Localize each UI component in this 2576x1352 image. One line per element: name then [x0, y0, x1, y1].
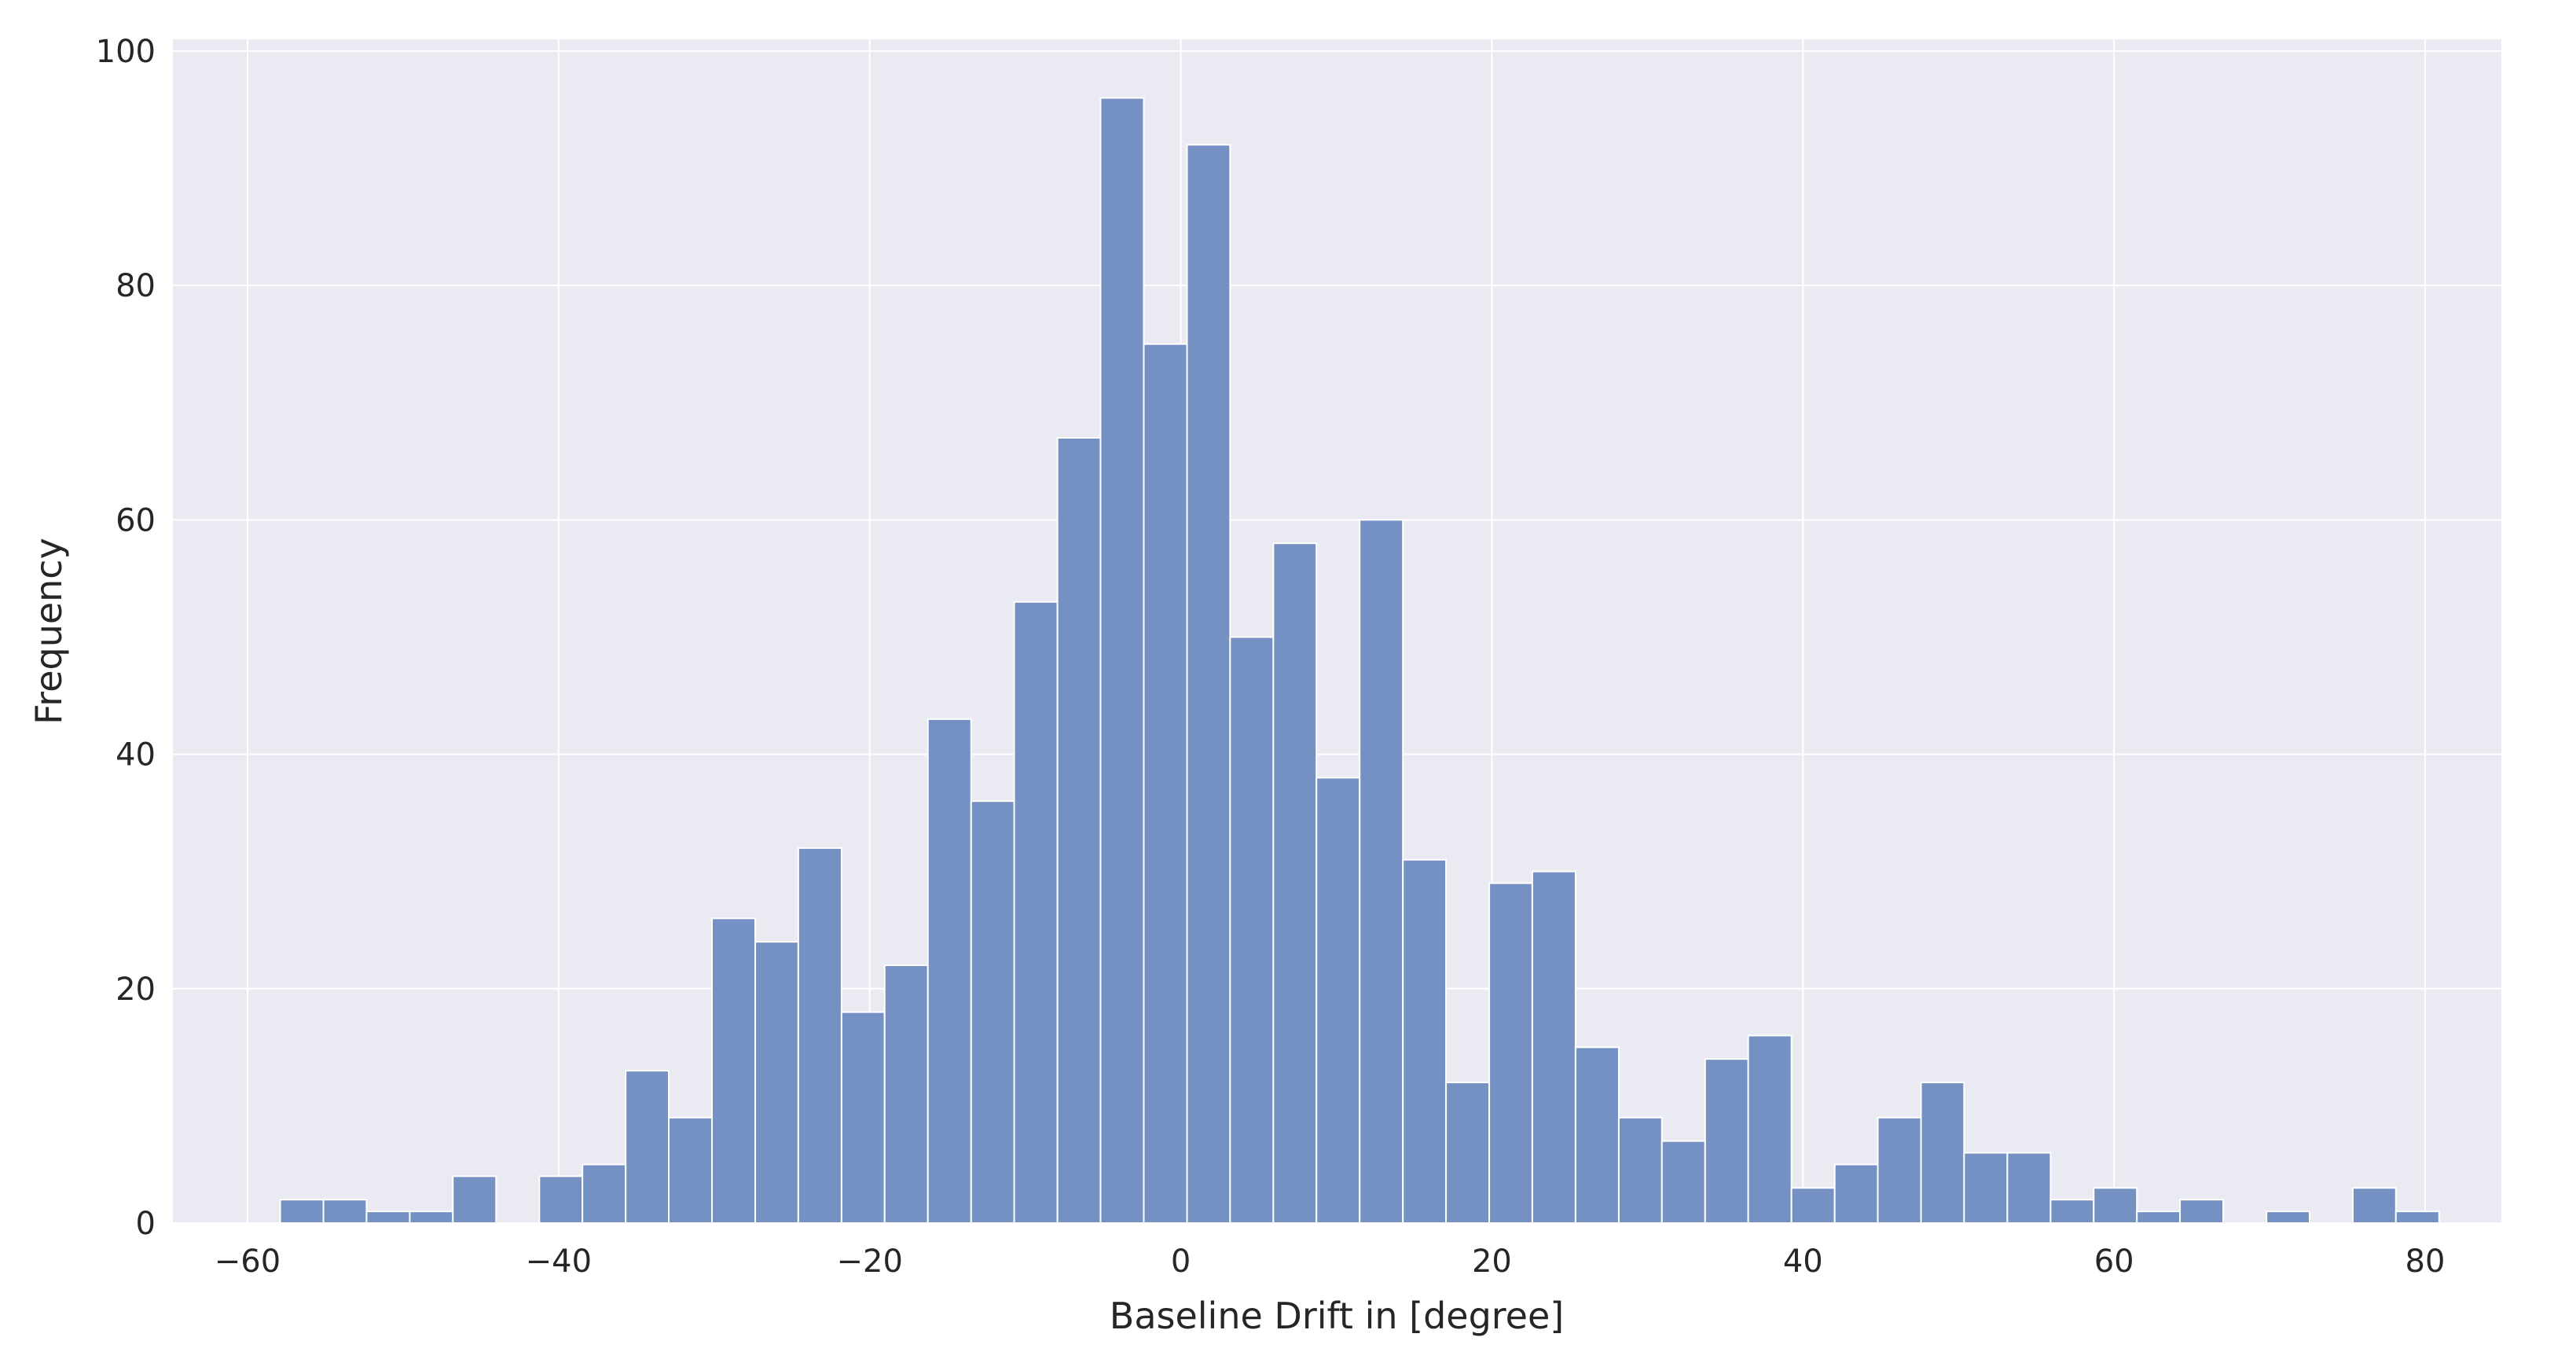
bar	[1099, 97, 1145, 1225]
bar	[1488, 882, 1533, 1224]
bar	[667, 1116, 714, 1225]
bar	[1790, 1187, 1836, 1225]
bar	[711, 917, 757, 1224]
y-tick-label: 80	[116, 268, 156, 304]
bar	[1272, 542, 1318, 1224]
bar	[538, 1175, 584, 1225]
bar	[1574, 1046, 1620, 1225]
bar	[1186, 144, 1231, 1225]
bar	[2394, 1211, 2440, 1225]
bar	[2136, 1211, 2182, 1225]
y-tick-label: 20	[116, 972, 156, 1008]
bar	[409, 1211, 454, 1225]
y-tick-label: 0	[136, 1206, 156, 1242]
y-axis-label: Frequency	[28, 538, 70, 725]
x-tick-label: 40	[1783, 1244, 1823, 1280]
x-tick-label: 80	[2405, 1244, 2446, 1280]
x-tick-label: −20	[837, 1244, 903, 1280]
x-tick-label: 0	[1171, 1244, 1191, 1280]
x-tick-label: 20	[1472, 1244, 1512, 1280]
bar	[840, 1011, 886, 1225]
y-tick-label: 100	[96, 34, 156, 70]
bar	[1747, 1034, 1793, 1225]
bar	[365, 1211, 411, 1225]
bar	[1531, 870, 1576, 1224]
bar	[1402, 858, 1448, 1224]
bar	[625, 1070, 670, 1225]
bar	[1445, 1082, 1491, 1225]
bar	[582, 1163, 627, 1225]
bar	[1056, 436, 1102, 1224]
bar	[1143, 343, 1188, 1224]
x-axis-label: Baseline Drift in [degree]	[1110, 1295, 1564, 1337]
bar	[754, 941, 799, 1225]
bar	[1833, 1163, 1879, 1225]
bar	[1359, 519, 1404, 1224]
bar	[1660, 1140, 1706, 1225]
bar	[2006, 1152, 2052, 1225]
y-tick-label: 40	[116, 737, 156, 773]
bar	[1963, 1152, 2009, 1225]
bar	[1704, 1058, 1749, 1225]
x-tick-label: −60	[215, 1244, 281, 1280]
bar	[2266, 1211, 2310, 1225]
bar	[1229, 636, 1275, 1224]
bar	[1617, 1116, 1663, 1225]
bar	[970, 800, 1015, 1224]
bar	[797, 847, 842, 1224]
bar	[1013, 601, 1059, 1224]
x-tick-label: −40	[526, 1244, 592, 1280]
bar	[1316, 777, 1361, 1224]
bar	[2093, 1187, 2138, 1225]
bar	[2351, 1187, 2397, 1225]
bar	[322, 1199, 368, 1225]
bar	[452, 1175, 497, 1225]
bar	[2049, 1199, 2095, 1225]
bar	[927, 718, 972, 1224]
bar	[883, 964, 929, 1225]
x-tick-label: 60	[2094, 1244, 2134, 1280]
bar	[279, 1199, 325, 1225]
y-tick-label: 60	[116, 502, 156, 538]
bar	[1877, 1116, 1922, 1225]
bar	[1920, 1082, 1965, 1225]
bar	[2179, 1199, 2225, 1225]
